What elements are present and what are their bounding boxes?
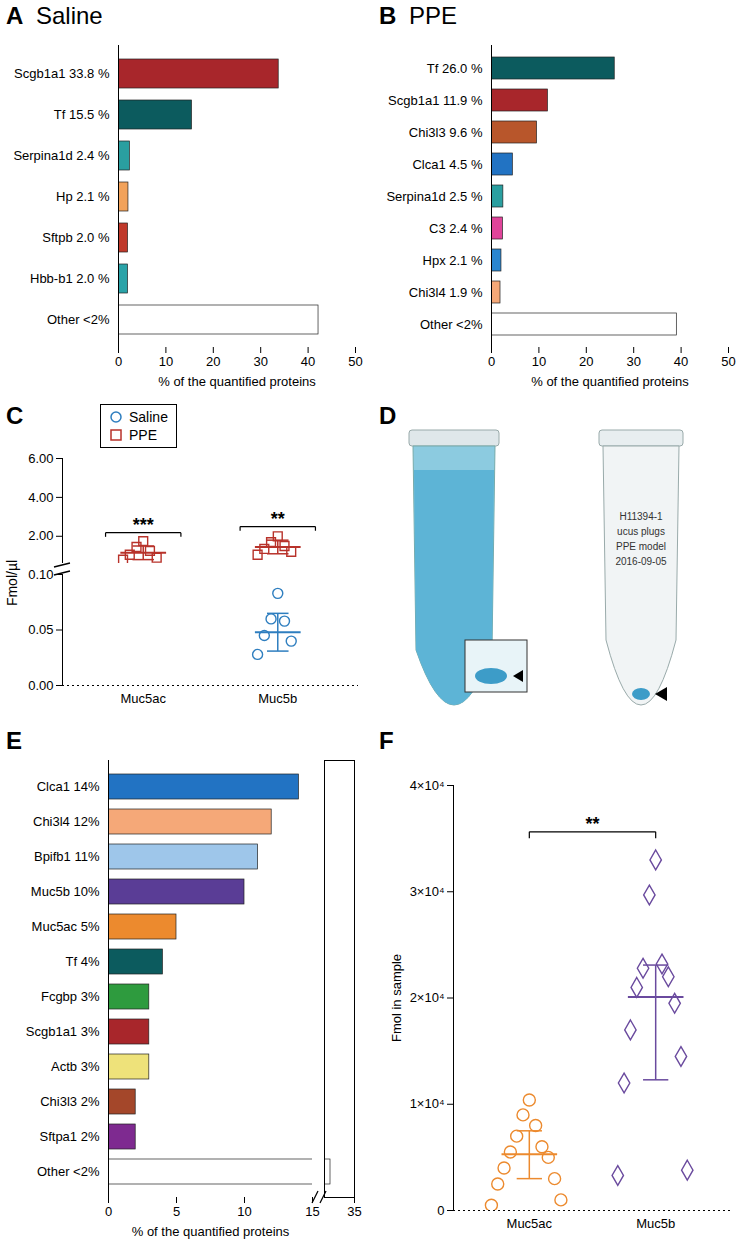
html-text:E: E xyxy=(6,727,22,754)
svg-text:35: 35 xyxy=(347,1204,361,1219)
svg-text:Chi3l4 1.9 %: Chi3l4 1.9 % xyxy=(409,285,483,300)
svg-text:0: 0 xyxy=(115,354,122,369)
svg-text:Other <2%: Other <2% xyxy=(420,317,483,332)
svg-text:Fmol in sample: Fmol in sample xyxy=(389,954,404,1042)
svg-text:% of the quantified proteins: % of the quantified proteins xyxy=(132,1224,290,1239)
svg-text:6.00: 6.00 xyxy=(28,451,53,466)
svg-text:Muc5ac: Muc5ac xyxy=(507,1216,553,1231)
svg-text:H11394-1: H11394-1 xyxy=(619,511,663,522)
svg-text:Chi3l3 9.6 %: Chi3l3 9.6 % xyxy=(409,125,483,140)
svg-text:Hp 2.1 %: Hp 2.1 % xyxy=(56,189,110,204)
html-text:Saline: Saline xyxy=(36,2,103,29)
svg-text:4.00: 4.00 xyxy=(28,490,53,505)
svg-text:Sftpb 2.0 %: Sftpb 2.0 % xyxy=(42,230,110,245)
svg-text:0: 0 xyxy=(488,354,495,369)
svg-text:15: 15 xyxy=(305,1204,319,1219)
svg-text:**: ** xyxy=(271,509,285,529)
svg-text:Other <2%: Other <2% xyxy=(37,1164,100,1179)
svg-text:Muc5b: Muc5b xyxy=(258,691,297,706)
svg-text:2.00: 2.00 xyxy=(28,528,53,543)
svg-text:Tf 15.5 %: Tf 15.5 % xyxy=(54,107,110,122)
svg-text:50: 50 xyxy=(348,354,362,369)
svg-text:% of the quantified proteins: % of the quantified proteins xyxy=(531,374,689,389)
svg-text:**: ** xyxy=(585,814,599,834)
svg-text:Muc5b: Muc5b xyxy=(636,1216,675,1231)
svg-text:10: 10 xyxy=(532,354,546,369)
html-text:F: F xyxy=(379,727,394,754)
svg-text:0: 0 xyxy=(105,1204,112,1219)
svg-text:Chi3l4 12%: Chi3l4 12% xyxy=(33,814,100,829)
svg-text:40: 40 xyxy=(301,354,315,369)
svg-text:40: 40 xyxy=(674,354,688,369)
svg-text:Clca1 4.5 %: Clca1 4.5 % xyxy=(412,157,483,172)
svg-text:1×10⁴: 1×10⁴ xyxy=(410,1096,445,1111)
svg-text:Muc5ac 5%: Muc5ac 5% xyxy=(32,919,100,934)
html-text:Saline: Saline xyxy=(129,409,168,425)
svg-text:Clca1 14%: Clca1 14% xyxy=(37,779,100,794)
svg-text:Sftpa1 2%: Sftpa1 2% xyxy=(40,1129,100,1144)
svg-text:Other <2%: Other <2% xyxy=(47,312,110,327)
svg-text:Tf 26.0 %: Tf 26.0 % xyxy=(427,61,483,76)
svg-text:3×10⁴: 3×10⁴ xyxy=(410,884,445,899)
svg-text:Scgb1a1 33.8 %: Scgb1a1 33.8 % xyxy=(14,66,110,81)
svg-text:Serpina1d 2.5 %: Serpina1d 2.5 % xyxy=(386,189,483,204)
svg-text:20: 20 xyxy=(579,354,593,369)
svg-text:30: 30 xyxy=(253,354,267,369)
svg-text:2016-09-05: 2016-09-05 xyxy=(615,556,667,567)
svg-text:10: 10 xyxy=(237,1204,251,1219)
svg-text:% of the quantified proteins: % of the quantified proteins xyxy=(158,374,316,389)
svg-text:50: 50 xyxy=(721,354,735,369)
svg-text:Bpifb1 11%: Bpifb1 11% xyxy=(34,849,100,864)
svg-text:0.05: 0.05 xyxy=(28,622,53,637)
svg-text:2×10⁴: 2×10⁴ xyxy=(410,990,445,1005)
html-text:PPE: PPE xyxy=(129,427,157,443)
html-text:C: C xyxy=(6,402,24,429)
svg-text:PPE model: PPE model xyxy=(616,541,666,552)
svg-text:0: 0 xyxy=(437,1203,444,1218)
svg-text:0.10: 0.10 xyxy=(28,567,53,582)
html-text:A: A xyxy=(6,2,24,29)
svg-text:30: 30 xyxy=(626,354,640,369)
svg-text:0.00: 0.00 xyxy=(28,678,53,693)
svg-text:C3 2.4 %: C3 2.4 % xyxy=(429,221,483,236)
svg-text:ucus plugs: ucus plugs xyxy=(617,526,665,537)
svg-text:10: 10 xyxy=(159,354,173,369)
svg-text:Fcgbp 3%: Fcgbp 3% xyxy=(41,989,100,1004)
html-text:B: B xyxy=(379,2,397,29)
svg-text:Hpx 2.1 %: Hpx 2.1 % xyxy=(423,253,483,268)
svg-text:Muc5b 10%: Muc5b 10% xyxy=(31,884,100,899)
svg-text:Scgb1a1 3%: Scgb1a1 3% xyxy=(26,1024,100,1039)
svg-text:4×10⁴: 4×10⁴ xyxy=(410,778,445,793)
svg-text:20: 20 xyxy=(206,354,220,369)
svg-text:5: 5 xyxy=(173,1204,180,1219)
svg-text:Serpina1d 2.4 %: Serpina1d 2.4 % xyxy=(13,148,110,163)
svg-text:Chi3l3 2%: Chi3l3 2% xyxy=(40,1094,100,1109)
html-text:PPE: PPE xyxy=(409,2,457,29)
svg-text:Tf 4%: Tf 4% xyxy=(66,954,100,969)
svg-text:Muc5ac: Muc5ac xyxy=(120,691,166,706)
html-text:Fmol/µl: Fmol/µl xyxy=(4,559,20,607)
svg-text:***: *** xyxy=(133,515,154,535)
svg-text:Actb 3%: Actb 3% xyxy=(51,1059,100,1074)
html-text:D: D xyxy=(379,402,397,429)
svg-text:Scgb1a1 11.9 %: Scgb1a1 11.9 % xyxy=(388,93,483,108)
svg-text:Hbb-b1 2.0 %: Hbb-b1 2.0 % xyxy=(30,271,110,286)
